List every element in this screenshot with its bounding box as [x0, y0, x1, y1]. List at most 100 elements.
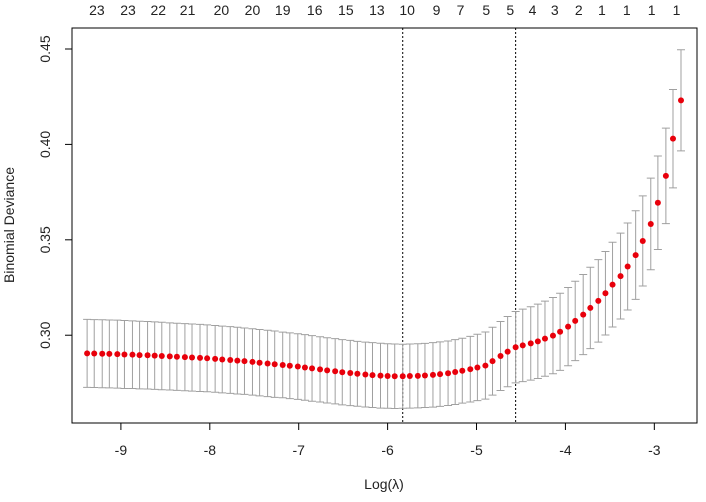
- point: [227, 357, 234, 364]
- point: [197, 354, 204, 361]
- point: [249, 358, 256, 365]
- point: [580, 311, 587, 318]
- point: [114, 351, 121, 358]
- point: [234, 357, 241, 364]
- point: [512, 344, 519, 351]
- point: [527, 340, 534, 347]
- point: [384, 373, 391, 380]
- point: [166, 353, 173, 360]
- point: [129, 351, 136, 358]
- point: [519, 342, 526, 349]
- point: [173, 353, 180, 360]
- top-tick-label: 2: [575, 2, 583, 18]
- point: [332, 368, 339, 375]
- point: [121, 351, 128, 358]
- point: [421, 372, 428, 379]
- x-tick-label: -6: [381, 442, 394, 458]
- top-tick-label: 20: [214, 2, 230, 18]
- point: [377, 372, 384, 379]
- point: [91, 350, 98, 357]
- point: [144, 352, 151, 359]
- plot-frame: [71, 27, 698, 424]
- top-tick-label: 15: [338, 2, 354, 18]
- point: [84, 350, 91, 357]
- point: [489, 358, 496, 365]
- x-tick-label: -4: [559, 442, 572, 458]
- point: [414, 372, 421, 379]
- point: [99, 350, 106, 357]
- top-tick-label: 13: [369, 2, 385, 18]
- top-tick-label: 3: [551, 2, 559, 18]
- point: [549, 332, 556, 339]
- point: [279, 361, 286, 368]
- point: [286, 362, 293, 369]
- top-tick-label: 16: [307, 2, 323, 18]
- top-tick-label: 21: [180, 2, 196, 18]
- y-tick-label: 0.35: [37, 226, 53, 253]
- point: [609, 281, 616, 288]
- top-tick-label: 10: [399, 2, 415, 18]
- point: [347, 370, 354, 377]
- point: [106, 350, 113, 357]
- point: [541, 335, 548, 342]
- point: [429, 371, 436, 378]
- top-tick-label: 23: [120, 2, 136, 18]
- point: [181, 354, 188, 361]
- point: [406, 373, 413, 380]
- point: [151, 352, 158, 359]
- point: [437, 371, 444, 378]
- y-tick-label: 0.30: [37, 321, 53, 348]
- point: [362, 371, 369, 378]
- y-axis-title: Binomial Deviance: [1, 167, 17, 283]
- top-tick-label: 7: [457, 2, 465, 18]
- point: [212, 355, 219, 362]
- point: [204, 355, 211, 362]
- point: [241, 358, 248, 365]
- top-tick-label: 5: [482, 2, 490, 18]
- point: [219, 356, 226, 363]
- point: [445, 370, 452, 377]
- point: [632, 252, 639, 259]
- point: [467, 366, 474, 373]
- point: [459, 367, 466, 374]
- point: [158, 353, 165, 360]
- point: [565, 323, 572, 330]
- point: [504, 348, 511, 355]
- point: [617, 273, 624, 280]
- top-tick-label: 19: [275, 2, 291, 18]
- point: [399, 373, 406, 380]
- point: [572, 317, 579, 324]
- point: [324, 367, 331, 374]
- top-tick-label: 9: [433, 2, 441, 18]
- point: [624, 263, 631, 270]
- point: [482, 362, 489, 369]
- top-tick-label: 23: [89, 2, 105, 18]
- top-tick-label: 20: [245, 2, 261, 18]
- point: [271, 361, 278, 368]
- top-tick-label: 4: [529, 2, 537, 18]
- point: [294, 363, 301, 370]
- point: [497, 353, 504, 360]
- x-tick-label: -9: [115, 442, 128, 458]
- x-tick-label: -3: [648, 442, 661, 458]
- point: [317, 366, 324, 373]
- top-tick-label: 5: [506, 2, 514, 18]
- top-tick-label: 1: [623, 2, 631, 18]
- point: [602, 290, 609, 297]
- x-tick-label: -7: [292, 442, 305, 458]
- point: [136, 352, 143, 359]
- point: [677, 97, 684, 104]
- point: [301, 364, 308, 371]
- point: [309, 365, 316, 372]
- point: [595, 297, 602, 304]
- point: [587, 304, 594, 311]
- point: [557, 328, 564, 335]
- point: [369, 372, 376, 379]
- top-tick-label: 1: [598, 2, 606, 18]
- top-tick-label: 1: [648, 2, 656, 18]
- top-tick-label: 1: [673, 2, 681, 18]
- point: [534, 338, 541, 345]
- x-tick-label: -8: [204, 442, 217, 458]
- point: [452, 369, 459, 376]
